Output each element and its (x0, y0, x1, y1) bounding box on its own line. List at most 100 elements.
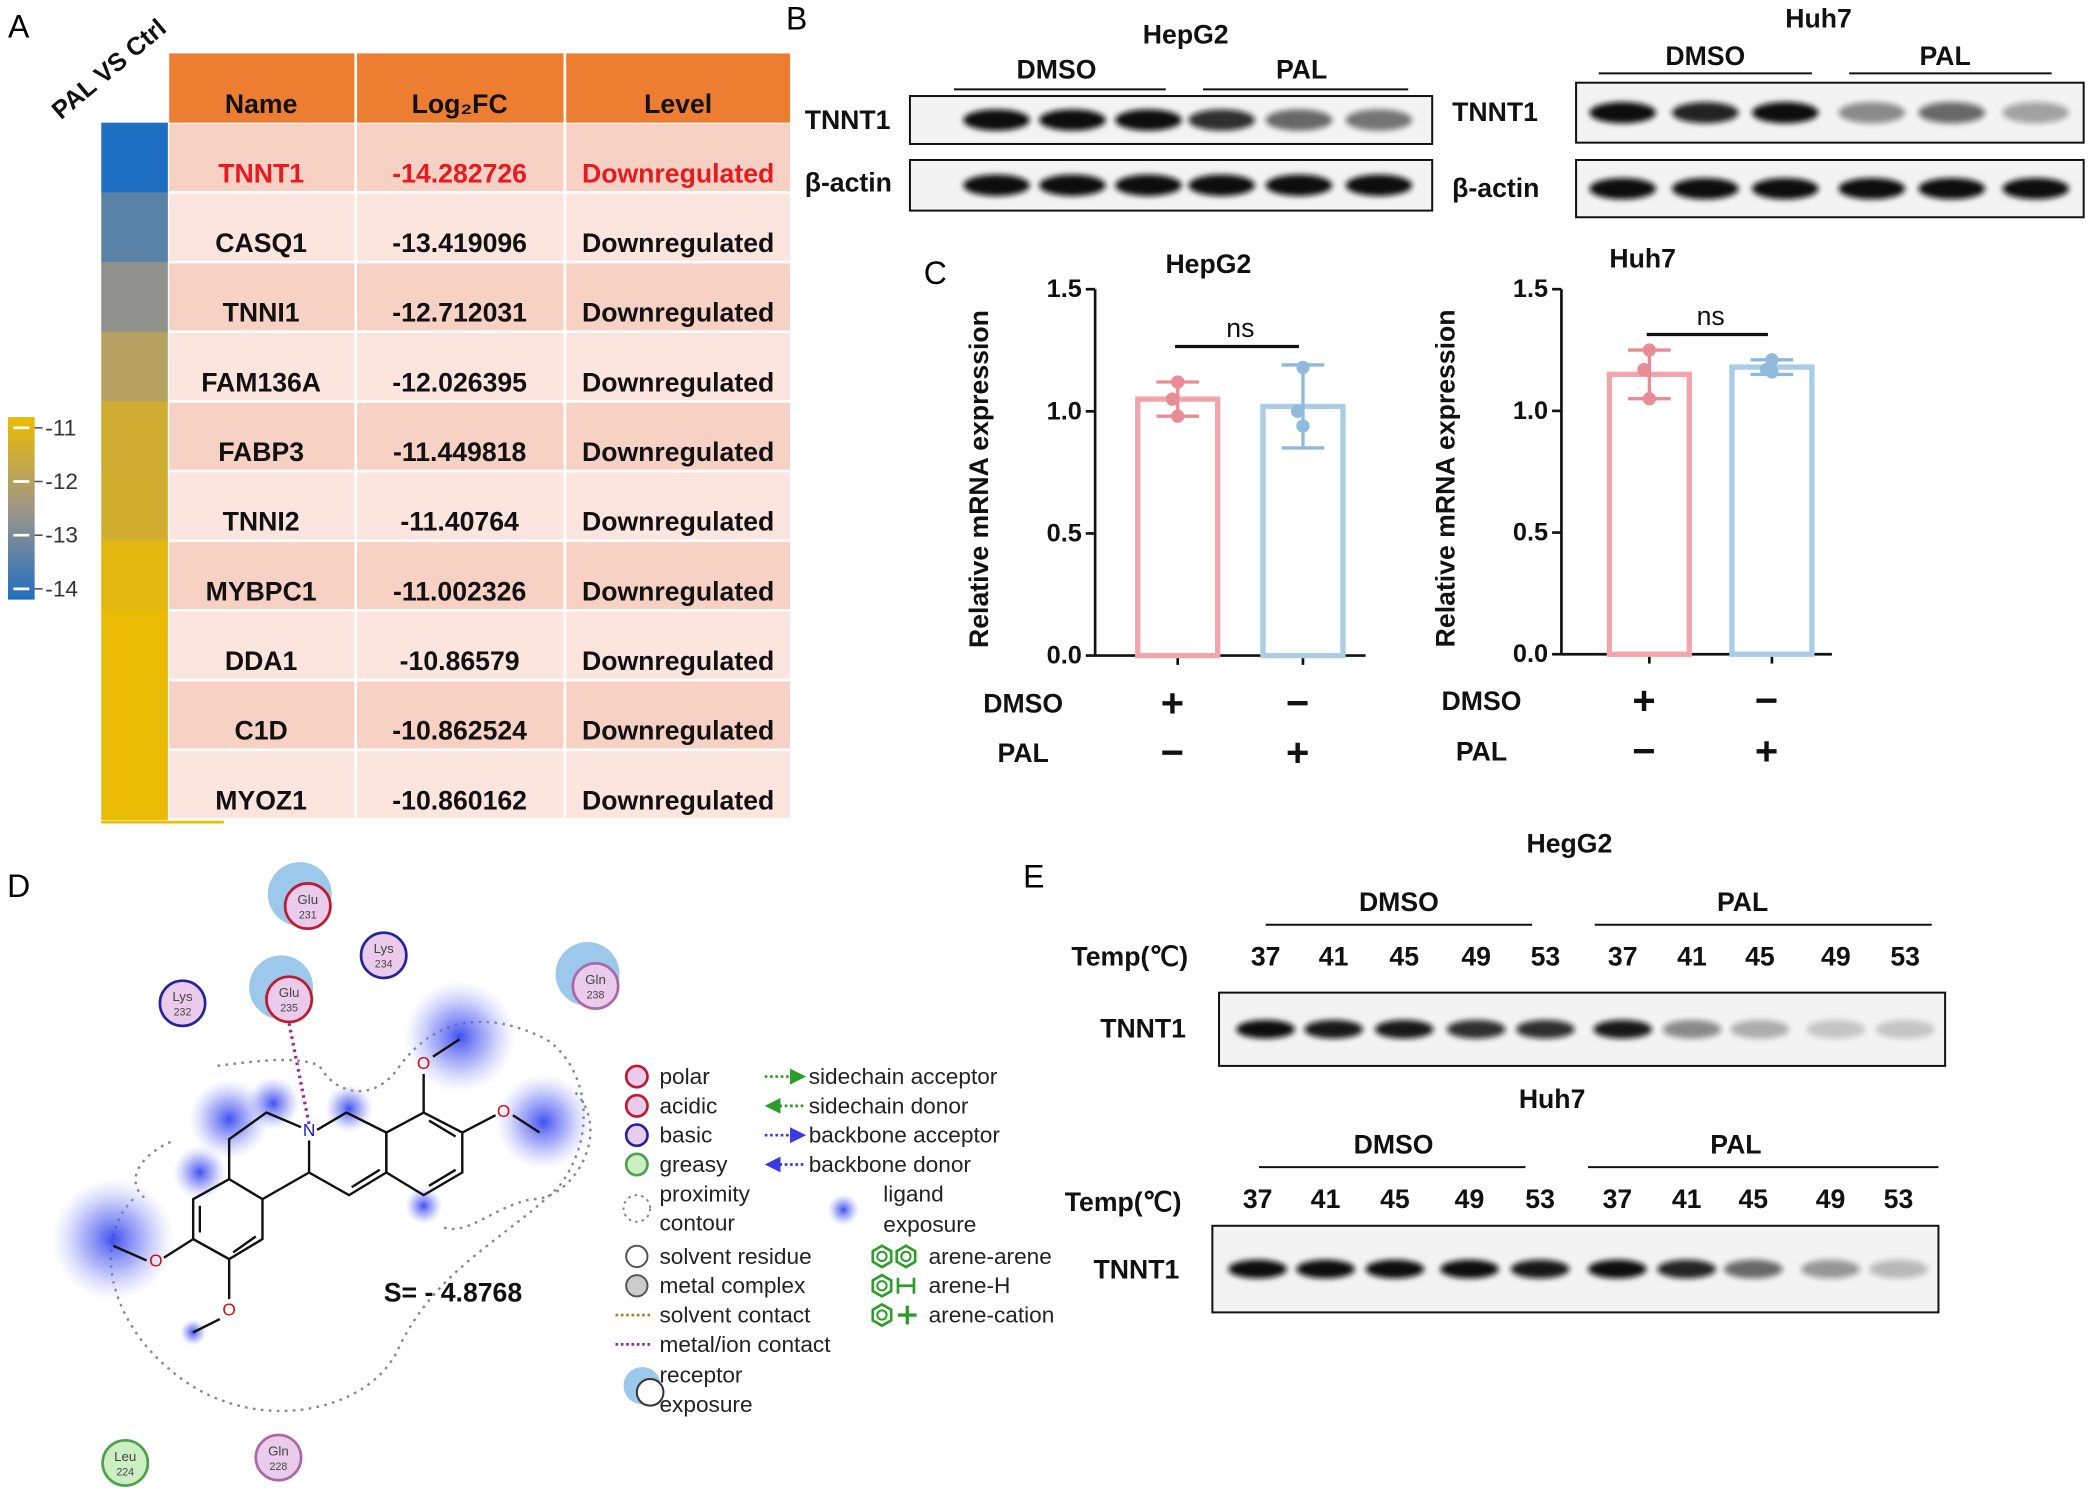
table-cell: Downregulated (582, 228, 774, 258)
panel-letter: C (924, 255, 947, 291)
legend-label: proximity (659, 1181, 750, 1206)
legend-icon (624, 1152, 649, 1177)
residue-number: 234 (375, 959, 393, 971)
band (1345, 174, 1413, 196)
band (2002, 177, 2070, 200)
data-point (1165, 392, 1180, 406)
legend-icon (635, 1377, 665, 1407)
legend-label: metal complex (659, 1273, 806, 1298)
temp-value: 41 (1677, 942, 1707, 972)
docking-score: S= - 4.8768 (384, 1277, 522, 1307)
table-row (169, 123, 791, 192)
heatmap-cell (101, 540, 168, 612)
group-label: PAL (1710, 1130, 1761, 1160)
data-point (1765, 365, 1779, 379)
condition-label: DMSO (983, 689, 1063, 719)
table-cell: TNNI2 (223, 507, 300, 537)
table-row (169, 263, 791, 331)
band (1838, 102, 1906, 124)
band (1589, 102, 1657, 124)
y-tick-label: 1.5 (1047, 275, 1082, 303)
condition-sign: − (1161, 731, 1184, 775)
data-point (1765, 353, 1779, 367)
temp-value: 45 (1738, 1184, 1768, 1214)
blot-row-label: β-actin (1452, 173, 1539, 203)
y-axis-label: Relative mRNA expression (964, 310, 994, 648)
data-point (1296, 360, 1310, 375)
y-tick-label: 0.5 (1047, 519, 1082, 547)
residue (359, 931, 408, 980)
band (1345, 109, 1413, 131)
colorbar-tick-label: -11 (45, 415, 76, 440)
legend-label: receptor (659, 1363, 742, 1388)
heatmap-cell (101, 122, 168, 194)
band (1265, 174, 1333, 196)
temp-value: 37 (1243, 1184, 1273, 1214)
proximity-contour (109, 1020, 585, 1413)
temp-value: 37 (1608, 942, 1638, 972)
blot-row-label: TNNT1 (1452, 97, 1538, 127)
band (1751, 102, 1819, 124)
data-point (1637, 362, 1651, 377)
condition-sign: − (1632, 729, 1655, 773)
group-label: DMSO (1354, 1130, 1434, 1160)
atom-label: O (417, 1053, 430, 1073)
panel-letter: E (1023, 859, 1044, 895)
residue-name: Glu (279, 985, 300, 1000)
band (1751, 177, 1819, 200)
blot-row-label: TNNT1 (805, 105, 891, 135)
blot-row-label: TNNT1 (1100, 1014, 1186, 1044)
condition-sign: + (1755, 729, 1778, 773)
legend-icon (625, 1274, 649, 1298)
table-cell: DDA1 (225, 646, 298, 676)
band (1918, 177, 1986, 200)
temp-value: 41 (1672, 1184, 1702, 1214)
band (963, 109, 1030, 131)
table-cell: -12.712031 (392, 298, 527, 328)
temp-value: 53 (1890, 942, 1920, 972)
y-tick-label: 0.5 (1513, 519, 1548, 547)
legend-icon (876, 1250, 888, 1263)
residue (571, 961, 620, 1010)
table-row (169, 333, 791, 401)
legend-label: sidechain donor (809, 1093, 969, 1118)
legend-label: arene-cation (929, 1303, 1055, 1328)
bar (1135, 396, 1221, 659)
legend-icon (895, 1244, 917, 1269)
table-cell: Downregulated (582, 158, 774, 188)
y-tick-label: 1.5 (1513, 275, 1548, 303)
temp-value: 49 (1821, 942, 1851, 972)
y-tick-label: 1.0 (1047, 397, 1082, 425)
band (1801, 1259, 1860, 1279)
condition-sign: − (1286, 682, 1309, 726)
y-tick-label: 1.0 (1513, 397, 1548, 425)
significance-label: ns (1697, 301, 1725, 331)
table-row (169, 472, 791, 540)
band (1671, 177, 1739, 200)
band (1593, 1019, 1653, 1039)
atom-label: O (497, 1101, 510, 1121)
legend-icon (876, 1309, 888, 1321)
residue-number: 224 (116, 1466, 134, 1478)
data-point (1642, 392, 1657, 406)
colorbar-tick-label: -13 (45, 523, 78, 548)
residue (283, 882, 332, 931)
group-label: PAL (1276, 54, 1327, 84)
legend-label: sidechain acceptor (809, 1064, 998, 1089)
ligand-exposure (51, 980, 592, 1346)
legend-label: acidic (659, 1093, 717, 1118)
table-cell: Downregulated (582, 716, 774, 746)
blot-row-label: β-actin (805, 168, 892, 198)
residue (101, 1438, 150, 1487)
blot-title: HegG2 (1527, 828, 1613, 858)
atom-label: O (149, 1250, 162, 1270)
blot-row-label: TNNT1 (1094, 1255, 1180, 1285)
y-tick-label: 0.0 (1513, 640, 1548, 668)
temp-value: 53 (1531, 942, 1561, 972)
temp-label: Temp(℃) (1065, 1187, 1182, 1217)
table-cell: CASQ1 (215, 228, 307, 258)
table-cell: Downregulated (582, 785, 774, 815)
heatmap-cell (101, 401, 168, 472)
band (1806, 1019, 1866, 1039)
temp-value: 41 (1319, 942, 1349, 972)
